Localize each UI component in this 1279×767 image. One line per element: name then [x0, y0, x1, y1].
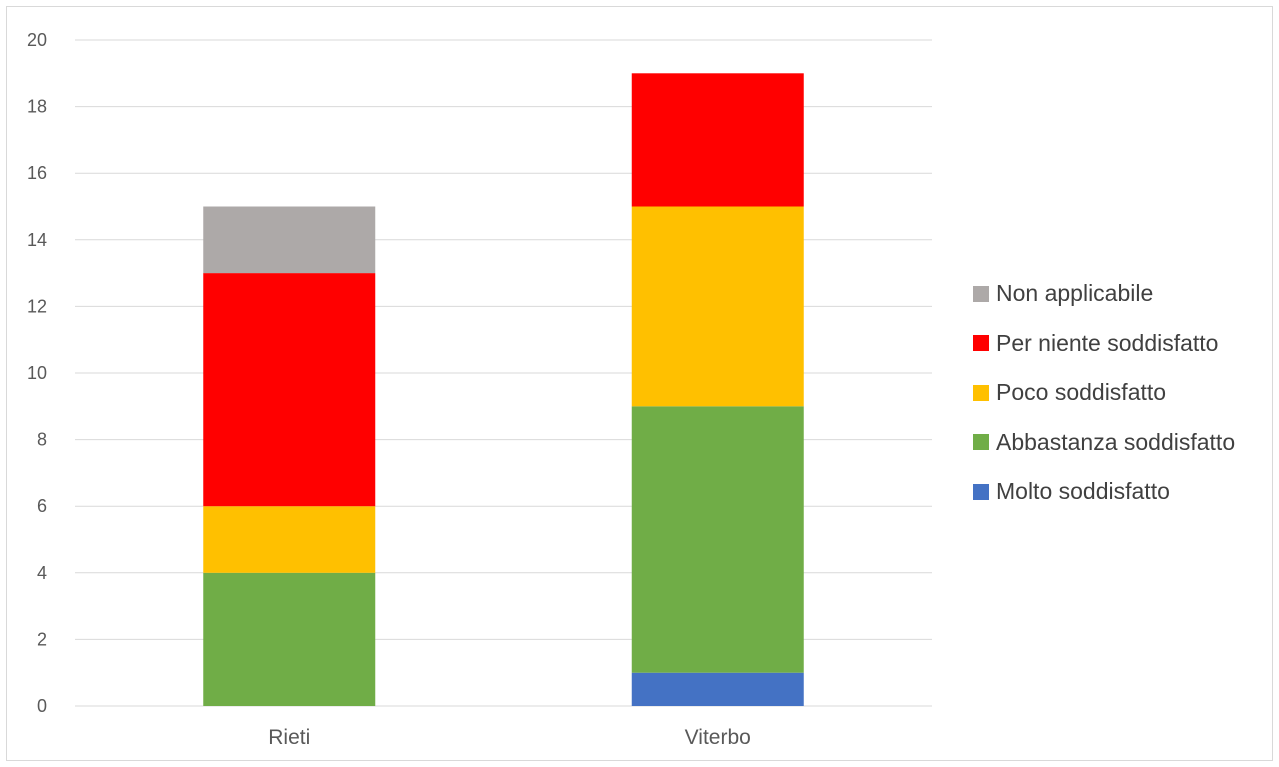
y-axis-tick-labels: 0 2 4 6 8 10 12 14 16 18 20	[27, 30, 47, 716]
legend-swatch	[973, 434, 989, 450]
bar-segment-rieti-non-applicabile	[203, 206, 376, 274]
legend-label: Non applicabile	[996, 280, 1154, 306]
y-tick-label: 20	[27, 30, 47, 50]
y-tick-label: 14	[27, 230, 47, 250]
legend-label: Per niente soddisfatto	[996, 329, 1219, 356]
bar-segment-viterbo-abbastanza-soddisfatto	[631, 406, 804, 673]
bar-segment-rieti-abbastanza-soddisfatto	[203, 572, 376, 706]
y-tick-label: 6	[37, 496, 47, 516]
bar-segment-viterbo-poco-soddisfatto	[631, 206, 804, 407]
bar-segment-rieti-poco-soddisfatto	[203, 506, 376, 573]
legend-item: Non applicabile	[973, 277, 1273, 310]
y-tick-label: 16	[27, 163, 47, 183]
bar-segment-rieti-per-niente-soddisfatto	[203, 273, 376, 507]
bar-segment-viterbo-molto-soddisfatto	[631, 672, 804, 706]
x-category-label: Viterbo	[685, 726, 751, 749]
bar-segment-viterbo-per-niente-soddisfatto	[631, 73, 804, 207]
y-tick-label: 0	[37, 696, 47, 716]
legend-swatch	[973, 384, 989, 401]
legend-item: Per niente soddisfatto	[973, 327, 1273, 360]
legend-swatch	[973, 483, 989, 500]
legend-item: Poco soddisfatto	[973, 376, 1273, 409]
y-tick-label: 4	[37, 563, 47, 583]
y-tick-label: 12	[27, 296, 47, 316]
legend-swatch	[973, 335, 989, 351]
legend-item: Molto soddisfatto	[973, 475, 1273, 508]
legend-label: Molto soddisfatto	[996, 478, 1170, 504]
x-axis-category-labels: Rieti Viterbo	[268, 726, 751, 749]
y-tick-label: 10	[27, 363, 47, 383]
x-category-label: Rieti	[268, 726, 310, 749]
y-tick-label: 2	[37, 629, 47, 649]
legend-item: Abbastanza soddisfatto	[973, 426, 1273, 459]
legend-label: Poco soddisfatto	[996, 379, 1167, 405]
legend-swatch	[973, 285, 989, 302]
bars	[203, 73, 804, 706]
y-tick-label: 18	[27, 97, 47, 117]
y-tick-label: 8	[37, 430, 47, 450]
legend-label: Abbastanza soddisfatto	[996, 428, 1236, 455]
legend: Non applicabile Per niente soddisfatto Poc…	[973, 277, 1273, 525]
